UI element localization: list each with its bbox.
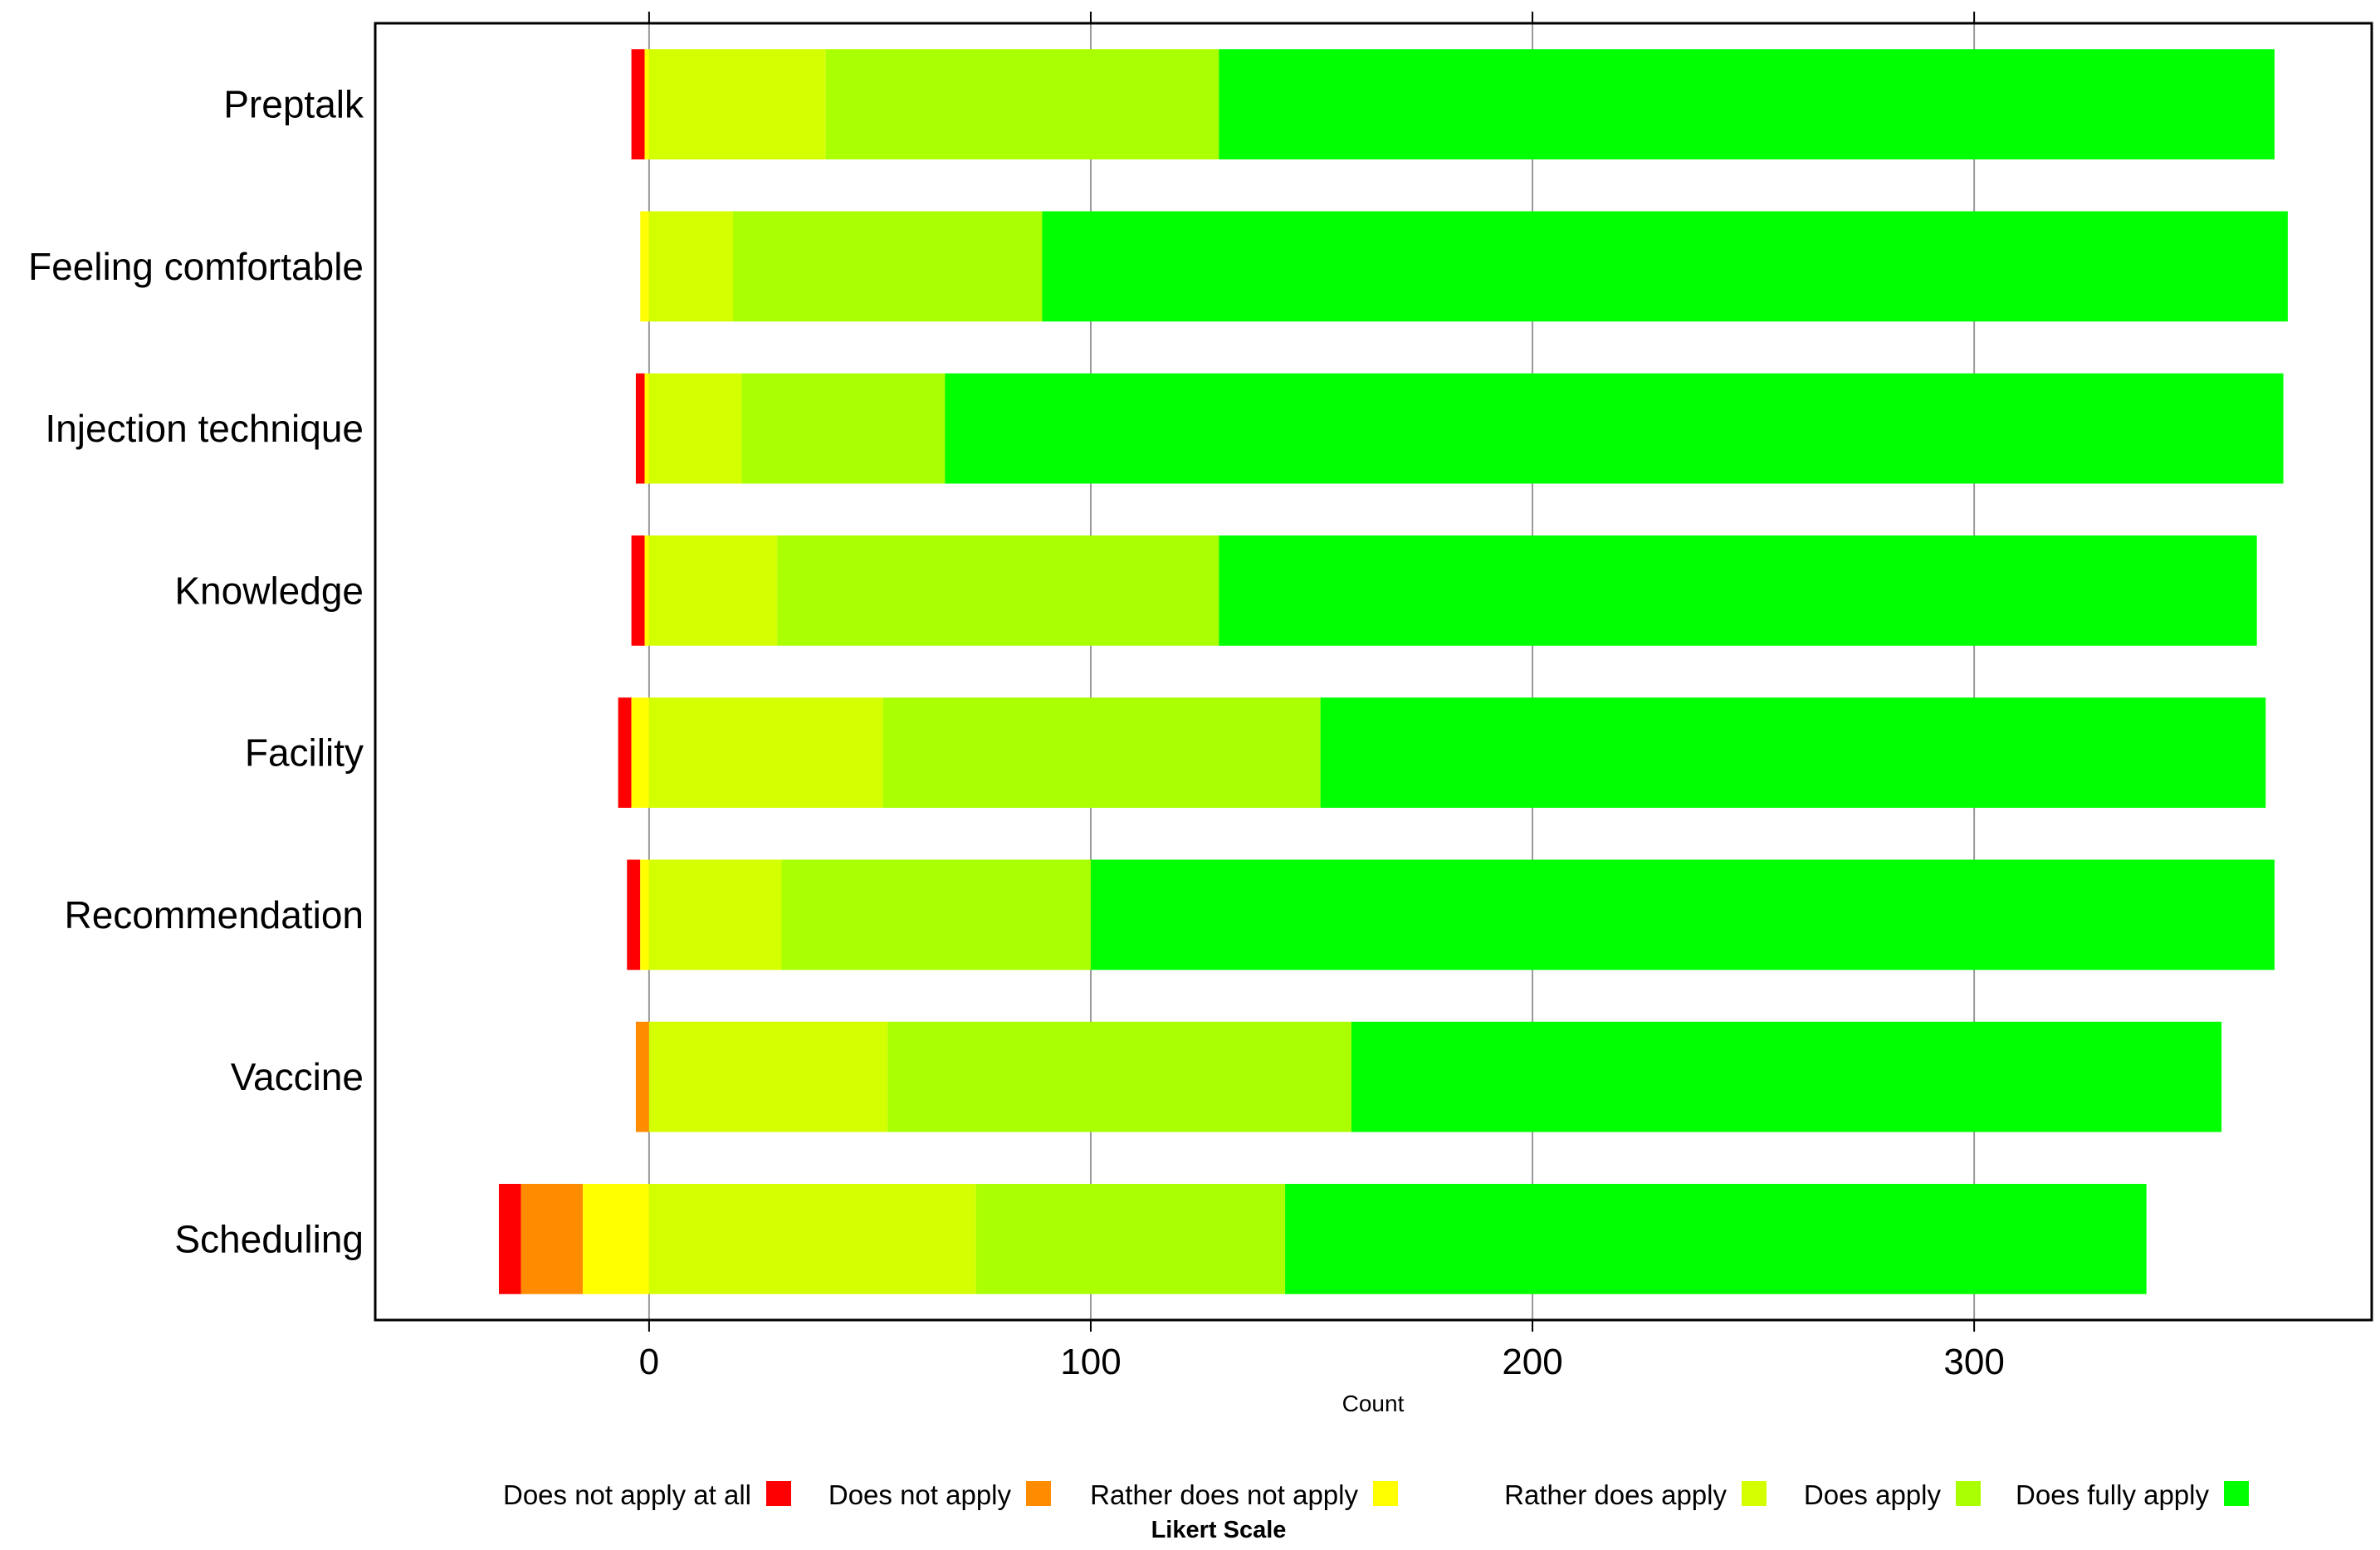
legend-swatch-does-fully-apply — [2224, 1481, 2249, 1506]
category-label-injection-technique: Injection technique — [45, 407, 364, 450]
legend: Does not apply at all Does not apply Rathe… — [503, 1479, 2249, 1510]
category-label-preptalk: Preptalk — [223, 83, 364, 126]
bar-injection-technique-does-fully-apply — [945, 373, 2284, 484]
category-label-knowledge: Knowledge — [174, 569, 364, 612]
bar-scheduling-rather-does-apply — [648, 1183, 976, 1294]
x-axis-title: Count — [1342, 1391, 1405, 1416]
tick-label-0: 0 — [639, 1342, 659, 1382]
category-label-scheduling: Scheduling — [174, 1217, 364, 1260]
bar-recommendation-rather-does-not-apply — [640, 859, 649, 971]
category-label-vaccine: Vaccine — [231, 1055, 364, 1098]
legend-label-rather-does-not-apply: Rather does not apply — [1090, 1479, 1358, 1510]
bar-vaccine-does-fully-apply — [1351, 1021, 2222, 1132]
legend-label-does-fully-apply: Does fully apply — [2016, 1479, 2209, 1510]
bar-feeling-comfortable-does-apply — [732, 211, 1043, 322]
legend-swatch-rather-does-not-apply — [1373, 1481, 1398, 1506]
bar-injection-technique-rather-does-not-apply — [644, 373, 649, 484]
bar-preptalk-does-not-apply-at-all — [631, 49, 645, 160]
category-labels: Preptalk Feeling comfortable Injection tec… — [28, 83, 364, 1261]
bar-recommendation-rather-does-apply — [648, 859, 782, 971]
bar-knowledge-does-fully-apply — [1219, 535, 2257, 646]
legend-label-does-not-apply-at-all: Does not apply at all — [503, 1479, 751, 1510]
bar-feeling-comfortable-rather-does-apply — [648, 211, 733, 322]
tick-label-100: 100 — [1060, 1342, 1121, 1382]
bar-preptalk-does-fully-apply — [1219, 49, 2275, 160]
legend-title: Likert Scale — [1151, 1517, 1287, 1543]
category-label-facility: Facility — [245, 731, 364, 775]
bar-knowledge-does-not-apply-at-all — [631, 535, 645, 646]
legend-swatch-rather-does-apply — [1742, 1481, 1767, 1506]
bar-preptalk-rather-does-apply — [648, 49, 826, 160]
bar-scheduling-does-apply — [975, 1183, 1286, 1294]
bar-facility-does-apply — [882, 697, 1321, 809]
bar-recommendation-does-fully-apply — [1090, 859, 2275, 971]
bar-vaccine-rather-does-apply — [648, 1021, 888, 1132]
legend-swatch-does-apply — [1956, 1481, 1981, 1506]
bar-facility-does-not-apply-at-all — [618, 697, 632, 809]
legend-label-does-not-apply: Does not apply — [828, 1479, 1012, 1510]
bar-scheduling-does-not-apply — [520, 1183, 584, 1294]
bar-facility-does-fully-apply — [1320, 697, 2266, 809]
bar-scheduling-rather-does-not-apply — [583, 1183, 649, 1294]
category-label-feeling-comfortable: Feeling comfortable — [28, 245, 364, 288]
bar-injection-technique-does-apply — [741, 373, 946, 484]
x-axis-ticks: 0 100 200 300 — [639, 12, 2005, 1382]
category-label-recommendation: Recommendation — [64, 893, 364, 936]
legend-label-does-apply: Does apply — [1804, 1479, 1942, 1510]
plot-frame — [374, 22, 2373, 1322]
bar-preptalk-does-apply — [825, 49, 1219, 160]
bar-scheduling-does-not-apply-at-all — [498, 1183, 521, 1294]
bar-feeling-comfortable-rather-does-not-apply — [640, 211, 649, 322]
bars — [498, 49, 2288, 1294]
bar-vaccine-does-apply — [887, 1021, 1351, 1132]
legend-swatch-does-not-apply-at-all — [766, 1481, 791, 1506]
bar-scheduling-does-fully-apply — [1285, 1183, 2147, 1294]
tick-label-200: 200 — [1502, 1342, 1562, 1382]
bar-recommendation-does-not-apply-at-all — [627, 859, 641, 971]
legend-swatch-does-not-apply — [1026, 1481, 1051, 1506]
bar-knowledge-rather-does-not-apply — [644, 535, 649, 646]
legend-label-rather-does-apply: Rather does apply — [1504, 1479, 1727, 1510]
bar-feeling-comfortable-does-fully-apply — [1042, 211, 2288, 322]
bar-knowledge-rather-does-apply — [648, 535, 778, 646]
bar-vaccine-does-not-apply — [635, 1021, 649, 1132]
tick-label-300: 300 — [1943, 1342, 2004, 1382]
bar-injection-technique-rather-does-apply — [648, 373, 742, 484]
bar-recommendation-does-apply — [781, 859, 1091, 971]
bar-injection-technique-does-not-apply-at-all — [635, 373, 645, 484]
bar-knowledge-does-apply — [777, 535, 1219, 646]
bar-facility-rather-does-not-apply — [631, 697, 649, 809]
bar-preptalk-rather-does-not-apply — [644, 49, 649, 160]
bar-facility-rather-does-apply — [648, 697, 883, 809]
